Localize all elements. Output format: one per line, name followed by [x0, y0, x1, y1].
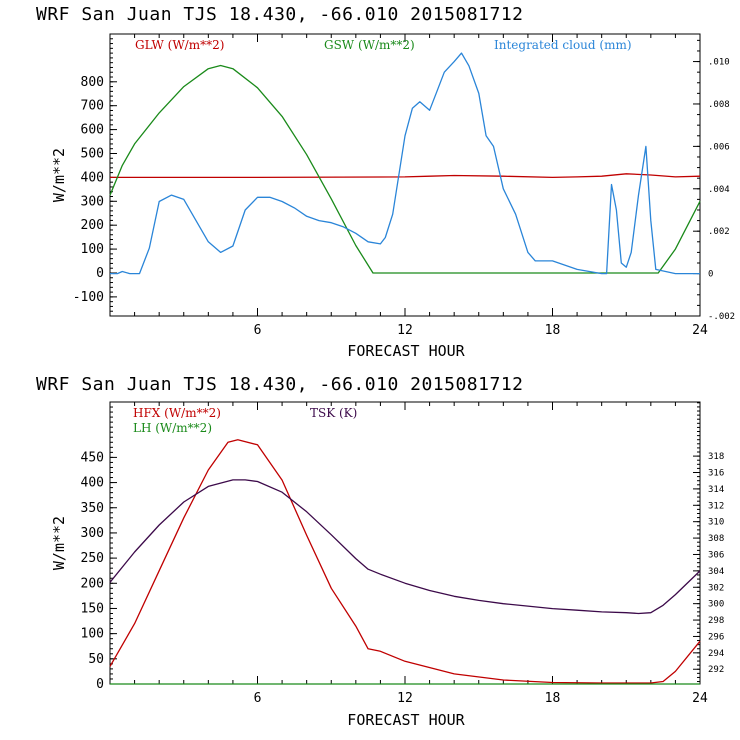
chart-top-x-axis: 6 12 18 24	[109, 34, 708, 338]
y2-tick-label: .008	[708, 100, 730, 110]
y2-tick-label: .010	[708, 58, 730, 68]
x-tick-label: 18	[545, 691, 561, 706]
y-tick-label: 100	[81, 242, 104, 257]
legend-glw: GLW (W/m**2)	[135, 38, 224, 52]
legend-lh: LH (W/m**2)	[133, 421, 212, 435]
x-tick-label: 18	[545, 323, 561, 338]
y-tick-label: 350	[81, 501, 104, 516]
y2-tick-label: .004	[708, 185, 730, 195]
y2-tick-label: 298	[708, 616, 724, 626]
y2-tick-label: 302	[708, 583, 724, 593]
chart-top-title: WRF San Juan TJS 18.430, -66.010 2015081…	[36, 4, 524, 25]
x-tick-label: 6	[254, 323, 262, 338]
series-line-hfx	[109, 439, 701, 684]
y2-tick-label: 292	[708, 665, 724, 675]
chart-top-y-axis: -100 0 100 200 300 400 500 600 700 800	[73, 33, 117, 317]
y2-tick-label: 300	[708, 600, 724, 610]
y-tick-label: 250	[81, 551, 104, 566]
y2-tick-label: 0	[708, 270, 713, 280]
chart-bottom: WRF San Juan TJS 18.430, -66.010 2015081…	[36, 374, 724, 729]
y-tick-label: 500	[81, 146, 104, 161]
y-tick-label: 50	[88, 652, 104, 667]
y2-tick-label: 308	[708, 534, 724, 544]
x-tick-label: 12	[397, 691, 413, 706]
chart-top-y-label: W/m**2	[50, 148, 68, 202]
y2-tick-label: 296	[708, 632, 724, 642]
y-tick-label: 450	[81, 450, 104, 465]
series-line-integrated-cloud	[110, 52, 700, 275]
chart-top-series	[109, 52, 701, 275]
x-tick-label: 24	[692, 323, 708, 338]
x-tick-label: 24	[692, 691, 708, 706]
y-tick-label: 800	[81, 75, 104, 90]
y-tick-label: 200	[81, 218, 104, 233]
y2-tick-label: 294	[708, 649, 724, 659]
y2-tick-label: 316	[708, 469, 724, 479]
y2-tick-label: .006	[708, 142, 730, 152]
chart-bottom-y2-axis: 292 294 296 298 300 302 304 306 308 310 312 314 316 3…	[693, 402, 724, 683]
y2-tick-label: 312	[708, 501, 724, 511]
legend-hfx: HFX (W/m**2)	[133, 406, 221, 420]
y2-tick-label: 318	[708, 452, 724, 462]
chart-bottom-y-label: W/m**2	[50, 516, 68, 570]
chart-top-x-label: FORECAST HOUR	[347, 342, 465, 360]
chart-top: WRF San Juan TJS 18.430, -66.010 2015081…	[36, 4, 735, 360]
y-tick-label: 0	[96, 677, 104, 692]
chart-bottom-x-axis: 6 12 18 24	[109, 402, 708, 706]
y-tick-label: 600	[81, 123, 104, 138]
y-tick-label: 150	[81, 601, 104, 616]
y2-tick-label: 310	[708, 518, 724, 528]
y-tick-label: 200	[81, 576, 104, 591]
y-tick-label: 700	[81, 99, 104, 114]
chart-top-y2-axis: -.002 0 .002 .004 .006 .008 .010	[693, 39, 735, 322]
series-line-tsk	[109, 479, 701, 615]
chart-bottom-title: WRF San Juan TJS 18.430, -66.010 2015081…	[36, 374, 524, 395]
chart-bottom-series	[109, 439, 701, 685]
y2-tick-label: -.002	[708, 312, 735, 322]
series-line-gsw	[109, 64, 701, 274]
x-tick-label: 12	[397, 323, 413, 338]
chart-bottom-x-label: FORECAST HOUR	[347, 711, 465, 729]
y-tick-label: 300	[81, 526, 104, 541]
legend-integrated-cloud: Integrated cloud (mm)	[494, 38, 632, 52]
y2-tick-label: 306	[708, 550, 724, 560]
legend-tsk: TSK (K)	[310, 406, 357, 420]
y-tick-label: 0	[96, 266, 104, 281]
series-line-glw	[110, 173, 701, 179]
x-tick-label: 6	[254, 691, 262, 706]
y-tick-label: -100	[73, 290, 104, 305]
y2-tick-label: .002	[708, 227, 730, 237]
y2-tick-label: 304	[708, 567, 724, 577]
y-tick-label: 400	[81, 476, 104, 491]
y-tick-label: 400	[81, 170, 104, 185]
y-tick-label: 300	[81, 194, 104, 209]
y-tick-label: 100	[81, 627, 104, 642]
legend-gsw: GSW (W/m**2)	[324, 38, 415, 52]
y2-tick-label: 314	[708, 485, 724, 495]
